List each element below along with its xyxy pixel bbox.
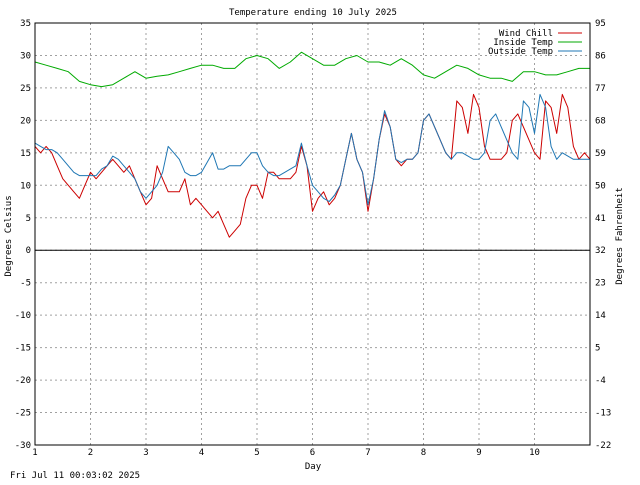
x-tick-label: 6: [310, 448, 315, 458]
x-tick-label: 5: [254, 448, 259, 458]
y-tick-label-left: 20: [20, 116, 31, 126]
y-tick-label-left: 15: [20, 149, 31, 159]
y-tick-label-left: -5: [20, 279, 31, 289]
x-axis-ticks: 1 2 3 4 5 6 7 8 9 10: [32, 448, 540, 458]
x-tick-label: 7: [365, 448, 370, 458]
series-line-inside-temp: [34, 51, 590, 88]
y-tick-label-left: -30: [15, 441, 31, 451]
x-tick-label: 2: [88, 448, 93, 458]
footer-timestamp: Fri Jul 11 00:03:02 2025: [10, 471, 140, 480]
x-axis-label: Day: [305, 462, 322, 472]
y-tick-label-right: 95: [595, 19, 606, 29]
y-tick-label-right: 41: [595, 214, 606, 224]
y-tick-label-left: 35: [20, 19, 31, 29]
y-tick-label-right: 59: [595, 149, 606, 159]
y-tick-label-left: -10: [15, 311, 31, 321]
legend-label-inside-temp: Inside Temp: [493, 38, 553, 48]
series-line-outside-temp: [34, 93, 590, 206]
x-tick-label: 4: [199, 448, 204, 458]
y-axis-right-ticks: 95 86 77 68 59 50 41 32 23 14 5 -4 -13 -22: [595, 19, 611, 451]
series-layer: [34, 51, 591, 238]
y-tick-label-left: 0: [26, 246, 31, 256]
y-tick-label-right: 86: [595, 51, 606, 61]
y-tick-label-right: -4: [595, 376, 606, 386]
x-tick-label: 9: [476, 448, 481, 458]
y-tick-label-left: -20: [15, 376, 31, 386]
y-axis-left-ticks: 35 30 25 20 15 10 5 0 -5 -10 -15 -20 -25 -30: [15, 19, 31, 451]
y-tick-label-left: -15: [15, 344, 31, 354]
x-tick-label: 3: [143, 448, 148, 458]
y-axis-label-right: Degrees Fahrenheit: [615, 187, 625, 285]
y-tick-label-left: 30: [20, 51, 31, 61]
y-tick-label-right: 50: [595, 181, 606, 191]
y-tick-label-right: 32: [595, 246, 606, 256]
y-tick-label-right: 14: [595, 311, 606, 321]
y-tick-label-right: 23: [595, 279, 606, 289]
chart-title: Temperature ending 10 July 2025: [229, 8, 397, 18]
y-tick-label-left: 5: [26, 214, 31, 224]
legend-label-outside-temp: Outside Temp: [488, 47, 553, 57]
y-tick-label-right: 5: [595, 344, 600, 354]
x-tick-label: 8: [421, 448, 426, 458]
y-tick-label-right: -13: [595, 409, 611, 419]
y-tick-label-right: 68: [595, 116, 606, 126]
x-tick-label: 1: [32, 448, 37, 458]
y-tick-label-left: 25: [20, 84, 31, 94]
y-tick-label-left: -25: [15, 409, 31, 419]
x-tick-label: 10: [529, 448, 540, 458]
series-line-wind-chill: [34, 93, 591, 238]
y-axis-label-left: Degrees Celsius: [4, 195, 14, 276]
y-tick-label-left: 10: [20, 181, 31, 191]
legend-label-wind-chill: Wind Chill: [499, 29, 553, 39]
grid-lines: [35, 23, 590, 445]
y-tick-label-right: 77: [595, 84, 606, 94]
plot-frame: [34, 22, 591, 446]
y-tick-label-right: -22: [595, 441, 611, 451]
